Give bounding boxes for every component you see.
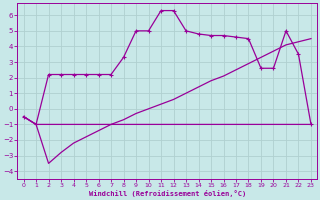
X-axis label: Windchill (Refroidissement éolien,°C): Windchill (Refroidissement éolien,°C) [89,190,246,197]
